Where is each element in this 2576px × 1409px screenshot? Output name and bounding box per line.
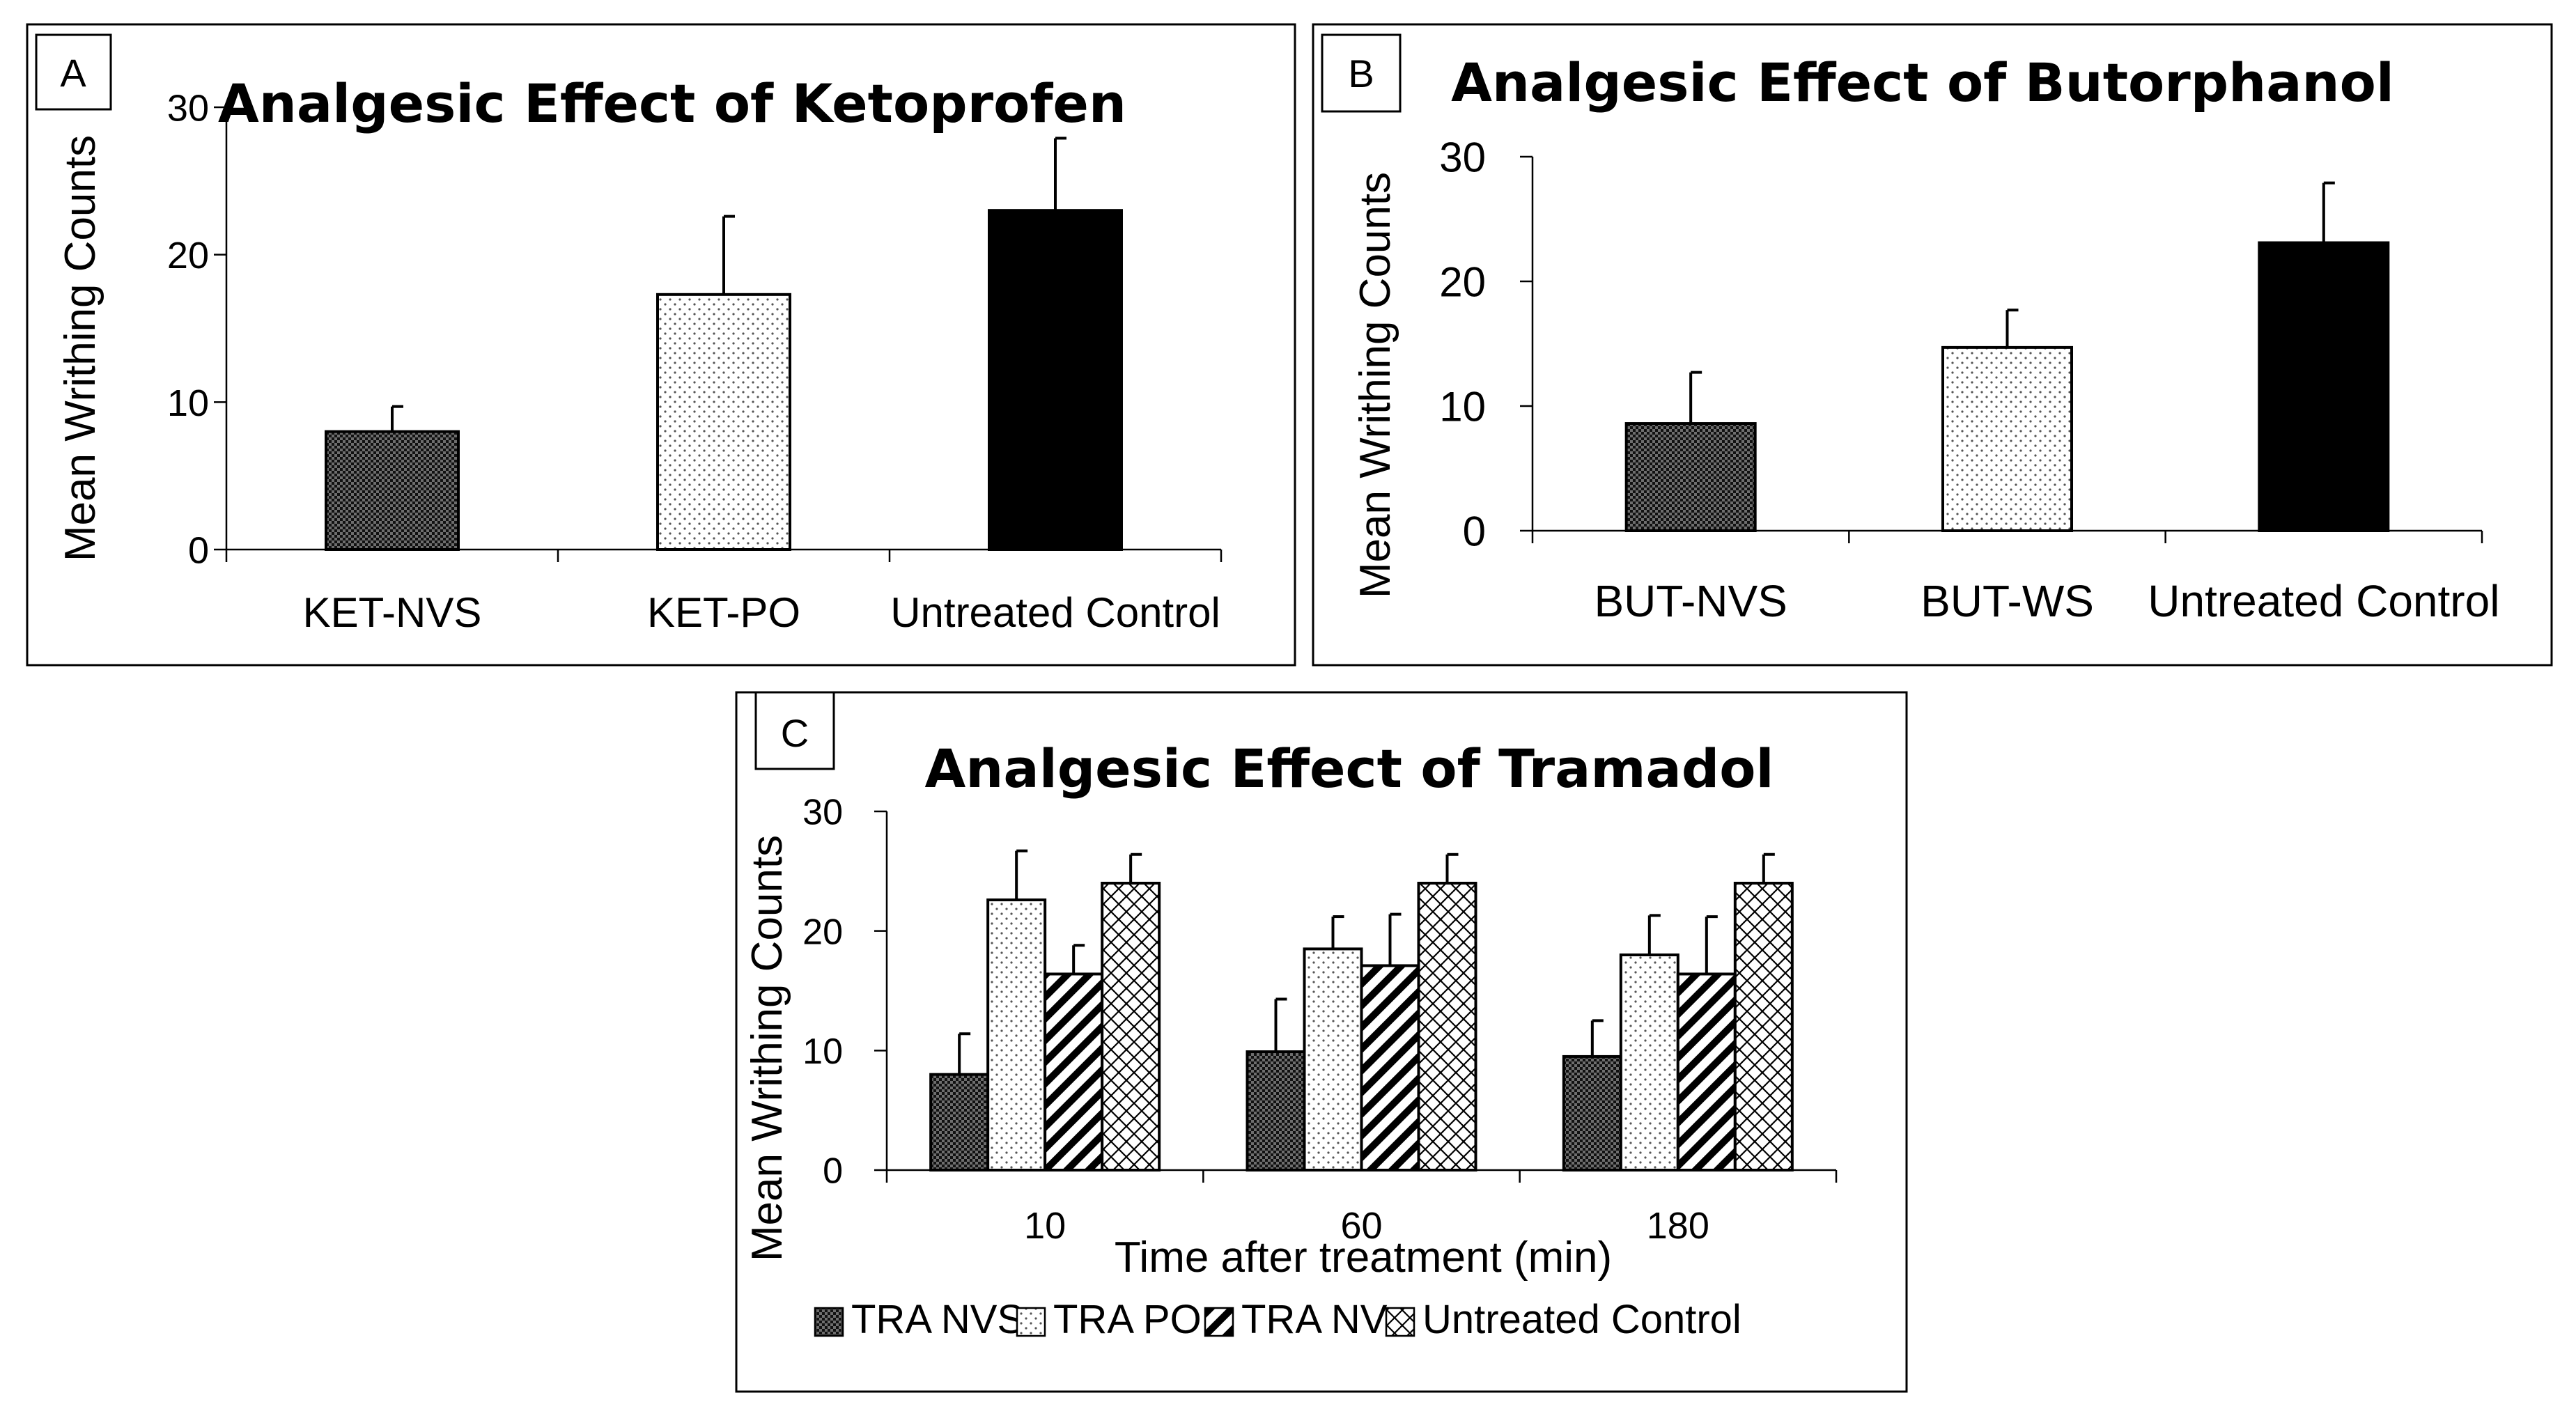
panel-a-frame bbox=[26, 23, 1296, 667]
panel-c-y-tick-label: 0 bbox=[823, 1151, 843, 1192]
panel-a-y-tick-label: 10 bbox=[167, 382, 209, 424]
panel-b-y-tick-label: 10 bbox=[1439, 384, 1486, 430]
panel-c-bar bbox=[1619, 953, 1679, 1171]
panel-c-label: C bbox=[781, 711, 809, 755]
legend-label: TRA NVS bbox=[851, 1297, 1024, 1342]
panel-c-bar bbox=[1417, 882, 1477, 1171]
panel-a-label-box bbox=[35, 33, 112, 111]
legend-label: TRA PO bbox=[1053, 1297, 1202, 1342]
panel-a-x-tick-label: KET-PO bbox=[647, 589, 800, 636]
panel-c-y-axis-title: Mean Writhing Counts bbox=[743, 835, 791, 1261]
panel-a-y-tick-label: 0 bbox=[188, 529, 209, 571]
legend-swatch bbox=[1204, 1307, 1234, 1337]
panel-c-bar bbox=[1733, 882, 1794, 1171]
legend-swatch bbox=[1016, 1307, 1046, 1337]
panel-c-x-tick-label: 180 bbox=[1647, 1205, 1709, 1247]
panel-c-bar bbox=[986, 898, 1047, 1171]
legend-swatch bbox=[1385, 1307, 1415, 1337]
panel-c-bar bbox=[929, 1073, 990, 1171]
panel-c-bar bbox=[1043, 972, 1104, 1171]
panel-b-frame bbox=[1312, 23, 2553, 667]
panel-c-bar bbox=[1246, 1050, 1306, 1172]
panel-c-bar bbox=[1562, 1054, 1622, 1171]
legend-label: TRA NV bbox=[1241, 1297, 1388, 1342]
panel-b-y-axis-title: Mean Writhing Counts bbox=[1351, 172, 1399, 598]
panel-b-x-tick-label: BUT-WS bbox=[1921, 576, 2094, 626]
panel-a-label: A bbox=[60, 51, 86, 95]
panel-a-x-tick-label: Untreated Control bbox=[890, 589, 1220, 636]
panel-c-frame bbox=[735, 691, 1908, 1393]
panel-c-x-tick-label: 10 bbox=[1024, 1205, 1066, 1247]
panel-c-bar bbox=[1360, 964, 1420, 1171]
panel-a-y-tick-label: 20 bbox=[167, 235, 209, 277]
panel-c-legend: TRA NVS TRA PO TRA NV Untreated Control bbox=[814, 1297, 1741, 1342]
panel-b-y-tick-label: 20 bbox=[1439, 259, 1486, 306]
panel-c-bar bbox=[1676, 972, 1737, 1171]
panel-c-title: Analgesic Effect of Tramadol bbox=[924, 738, 1774, 800]
panel-b-label: B bbox=[1348, 52, 1374, 95]
panel-b-plot: 0 10 20 30 BUT-NVS BUT-WS Untreated Control bbox=[1439, 134, 2499, 626]
panel-b-bar bbox=[1624, 422, 1757, 532]
panel-c-plot: 0 10 20 30 10 60 180 bbox=[802, 793, 1838, 1247]
panel-b-y-tick-label: 30 bbox=[1439, 134, 1486, 181]
panel-c-bar bbox=[1101, 882, 1161, 1171]
panel-c-y-tick-label: 10 bbox=[802, 1032, 843, 1072]
panel-c-x-tick-label: 60 bbox=[1340, 1205, 1382, 1247]
panel-a-plot: 0 10 20 30 KET-NVS KET-PO Untreated Control bbox=[167, 87, 1223, 636]
panel-a-title: Analgesic Effect of Ketoprofen bbox=[218, 72, 1126, 134]
panel-c-bar bbox=[1303, 947, 1363, 1171]
panel-a-bar bbox=[656, 293, 791, 551]
panel-c-x-axis-title: Time after treatment (min) bbox=[1115, 1233, 1612, 1282]
panel-b-x-tick-label: BUT-NVS bbox=[1594, 576, 1787, 626]
panel-c-y-tick-label: 20 bbox=[802, 912, 843, 952]
panel-b-x-tick-label: Untreated Control bbox=[2148, 576, 2499, 626]
panel-a-y-axis-title: Mean Writhing Counts bbox=[56, 135, 104, 561]
panel-b-title: Analgesic Effect of Butorphanol bbox=[1451, 52, 2394, 114]
panel-a-y-tick-label: 30 bbox=[167, 87, 209, 129]
panel-c-label-box bbox=[754, 691, 835, 770]
legend-swatch bbox=[814, 1307, 844, 1337]
panel-b-bar bbox=[2258, 241, 2390, 532]
panel-a-x-tick-label: KET-NVS bbox=[303, 589, 482, 636]
panel-c-y-tick-label: 30 bbox=[802, 793, 843, 833]
panel-a-bar bbox=[988, 209, 1123, 551]
legend-label: Untreated Control bbox=[1422, 1297, 1741, 1342]
panel-b-bar bbox=[1941, 345, 2073, 532]
panel-a-bar bbox=[325, 430, 460, 552]
panel-b-label-box bbox=[1321, 33, 1402, 113]
panel-b-y-tick-label: 0 bbox=[1463, 508, 1486, 555]
